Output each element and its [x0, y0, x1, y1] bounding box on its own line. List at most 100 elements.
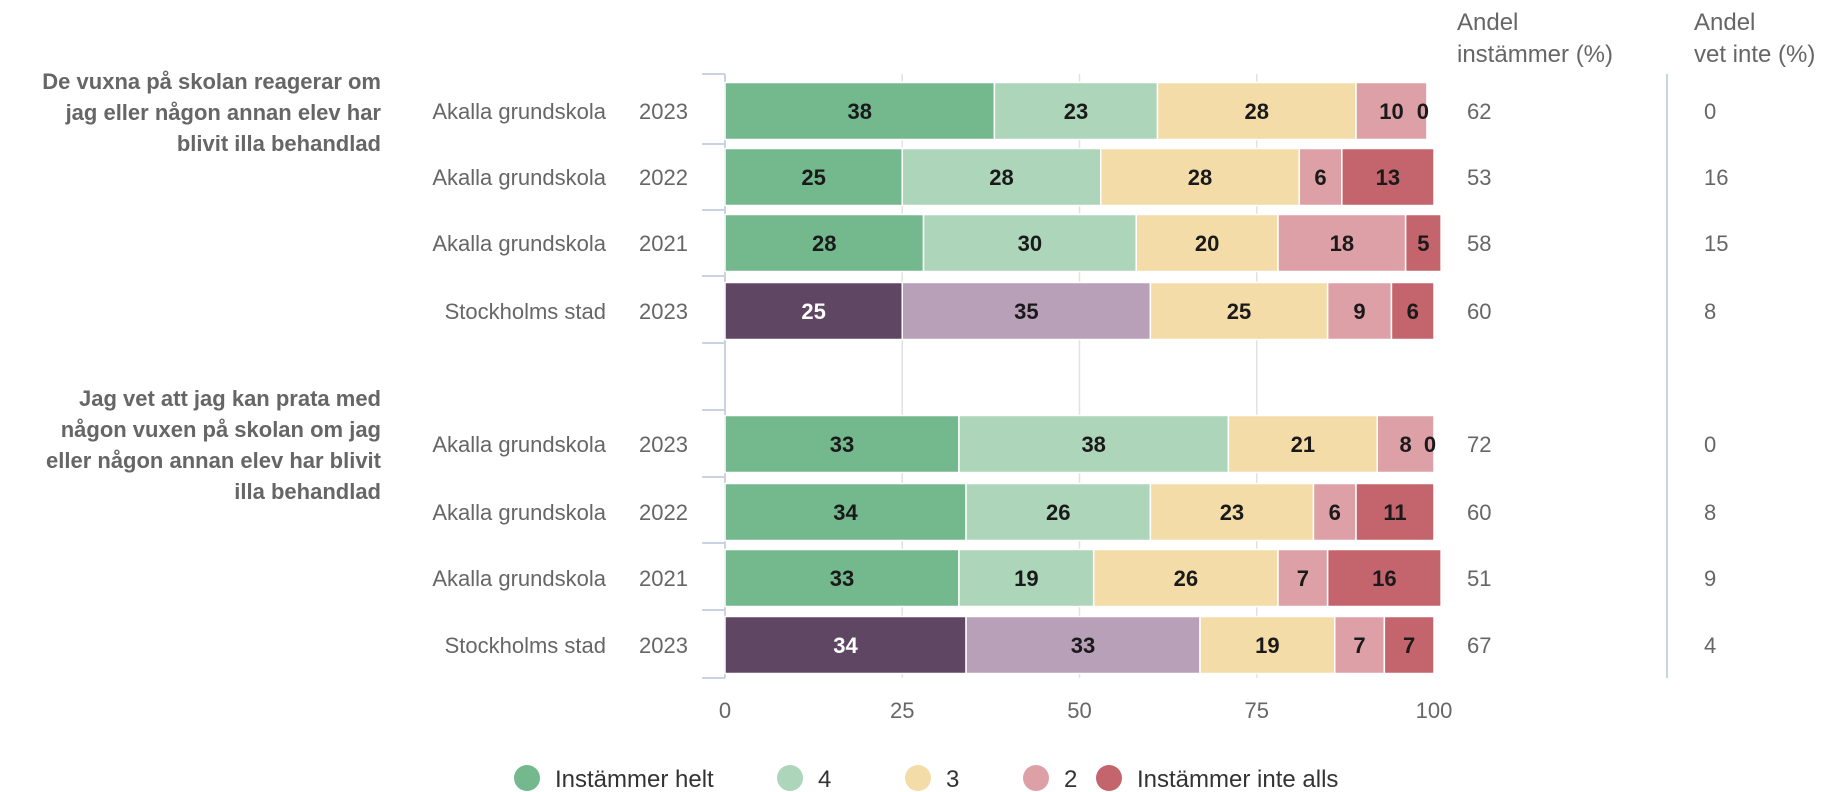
side-column-header: Andel vet inte (%)	[1694, 9, 1815, 68]
row-year-label: 2021	[639, 231, 688, 256]
question-title: Jag vet att jag kan prata med	[79, 386, 381, 411]
legend-swatch[interactable]	[514, 765, 540, 791]
data-label: 11	[1383, 500, 1406, 525]
andel-vet-inte-value: 0	[1704, 432, 1716, 457]
data-label: 35	[1014, 299, 1038, 324]
data-label: 10	[1379, 99, 1403, 124]
bar-segment	[724, 213, 925, 273]
data-label: 7	[1297, 566, 1309, 591]
bar-segment	[724, 482, 967, 542]
data-label: 33	[830, 566, 854, 591]
data-label: 33	[1071, 633, 1095, 658]
andel-instammer-value: 62	[1467, 99, 1491, 124]
row-school-label: Akalla grundskola	[432, 566, 606, 591]
bar-segment	[724, 147, 903, 207]
legend-label[interactable]: Instämmer inte alls	[1137, 766, 1338, 792]
data-label: 28	[1188, 165, 1212, 190]
andel-instammer-value: 53	[1467, 165, 1491, 190]
andel-instammer-value: 67	[1467, 633, 1491, 658]
data-label: 28	[1245, 99, 1269, 124]
x-tick-label: 25	[890, 698, 914, 723]
andel-instammer-value: 60	[1467, 500, 1491, 525]
x-tick-label: 75	[1245, 698, 1269, 723]
legend-label[interactable]: 4	[818, 766, 831, 792]
x-tick-label: 100	[1416, 698, 1453, 723]
data-label: 6	[1314, 165, 1326, 190]
legend-label[interactable]: 2	[1064, 766, 1077, 792]
andel-instammer-value: 51	[1467, 566, 1491, 591]
bar-segment	[958, 414, 1230, 474]
bar-segment	[1404, 213, 1442, 273]
data-label: 7	[1403, 633, 1415, 658]
data-label: 25	[801, 299, 825, 324]
bar-segment	[1149, 281, 1329, 341]
bar-segment	[1383, 615, 1435, 675]
data-label: 38	[1081, 432, 1105, 457]
data-label: 26	[1046, 500, 1070, 525]
row-school-label: Akalla grundskola	[432, 165, 606, 190]
row-school-label: Stockholms stad	[445, 299, 606, 324]
legend: Instämmer helt 4 3 2 Instämmer inte alls	[514, 765, 1338, 792]
data-label: 13	[1376, 165, 1400, 190]
question-title: någon vuxen på skolan om jag	[61, 417, 381, 442]
bar-segment	[1312, 482, 1357, 542]
bar-segment	[1341, 147, 1435, 207]
question-title: illa behandlad	[234, 479, 381, 504]
bar-segment	[1135, 213, 1279, 273]
bar-segment	[724, 81, 996, 141]
side-column-header: Andel instämmer (%)	[1457, 9, 1613, 68]
data-label: 8	[1400, 432, 1412, 457]
data-label: 7	[1353, 633, 1365, 658]
data-label: 0	[1424, 432, 1436, 457]
row-year-label: 2023	[639, 299, 688, 324]
row-year-label: 2023	[639, 99, 688, 124]
data-label: 19	[1255, 633, 1279, 658]
bar-segment	[965, 615, 1201, 675]
data-label: 18	[1330, 231, 1354, 256]
bar-segment	[1376, 414, 1435, 474]
row-year-label: 2023	[639, 633, 688, 658]
legend-label[interactable]: 3	[946, 766, 959, 792]
legend-swatch[interactable]	[905, 765, 931, 791]
row-year-label: 2022	[639, 500, 688, 525]
row-labels: De vuxna på skolan reagerar om jag eller …	[42, 69, 688, 658]
data-label: 23	[1220, 500, 1244, 525]
data-label: 26	[1174, 566, 1198, 591]
andel-vet-inte-value: 9	[1704, 566, 1716, 591]
bar-segment	[1326, 548, 1442, 608]
legend-swatch[interactable]	[1023, 765, 1049, 791]
data-label: 20	[1195, 231, 1219, 256]
data-label: 38	[847, 99, 871, 124]
andel-instammer-value: 72	[1467, 432, 1491, 457]
data-label: 19	[1014, 566, 1038, 591]
x-tick-label: 50	[1067, 698, 1091, 723]
data-label: 34	[833, 633, 858, 658]
andel-vet-inte-value: 8	[1704, 299, 1716, 324]
row-school-label: Akalla grundskola	[432, 500, 606, 525]
legend-label[interactable]: Instämmer helt	[555, 766, 714, 792]
bar-segment	[724, 281, 903, 341]
row-school-label: Akalla grundskola	[432, 231, 606, 256]
andel-instammer-value: 60	[1467, 299, 1491, 324]
question-title: jag eller någon annan elev har	[65, 100, 382, 125]
bar-segment	[1156, 81, 1357, 141]
data-label: 6	[1329, 500, 1341, 525]
andel-vet-inte-value: 15	[1704, 231, 1728, 256]
row-year-label: 2023	[639, 432, 688, 457]
bar-segment	[1333, 615, 1386, 675]
andel-instammer-value: 58	[1467, 231, 1491, 256]
data-label: 5	[1417, 231, 1429, 256]
legend-swatch[interactable]	[777, 765, 803, 791]
row-year-label: 2022	[639, 165, 688, 190]
row-school-label: Akalla grundskola	[432, 99, 606, 124]
andel-vet-inte-value: 8	[1704, 500, 1716, 525]
bar-segment	[922, 213, 1137, 273]
data-label: 33	[830, 432, 854, 457]
bar-segment	[1390, 281, 1435, 341]
legend-swatch[interactable]	[1096, 765, 1122, 791]
data-label: 0	[1417, 99, 1429, 124]
data-label: 16	[1372, 566, 1396, 591]
bar-segment	[1298, 147, 1343, 207]
data-label: 25	[1227, 299, 1251, 324]
